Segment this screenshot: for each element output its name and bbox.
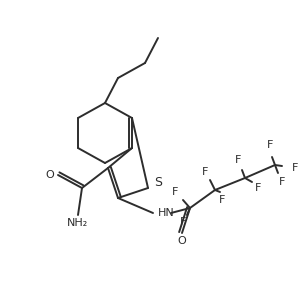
Text: O: O [46,170,54,180]
Text: F: F [279,177,285,187]
Text: HN: HN [158,208,175,218]
Text: F: F [202,167,208,177]
Text: F: F [292,163,298,173]
Text: F: F [180,217,186,227]
Text: NH₂: NH₂ [67,218,89,228]
Text: F: F [219,195,225,205]
Text: F: F [172,187,178,197]
Text: O: O [178,236,186,246]
Text: F: F [235,155,241,165]
Text: F: F [255,183,261,193]
Text: S: S [154,176,162,189]
Text: F: F [267,140,273,150]
